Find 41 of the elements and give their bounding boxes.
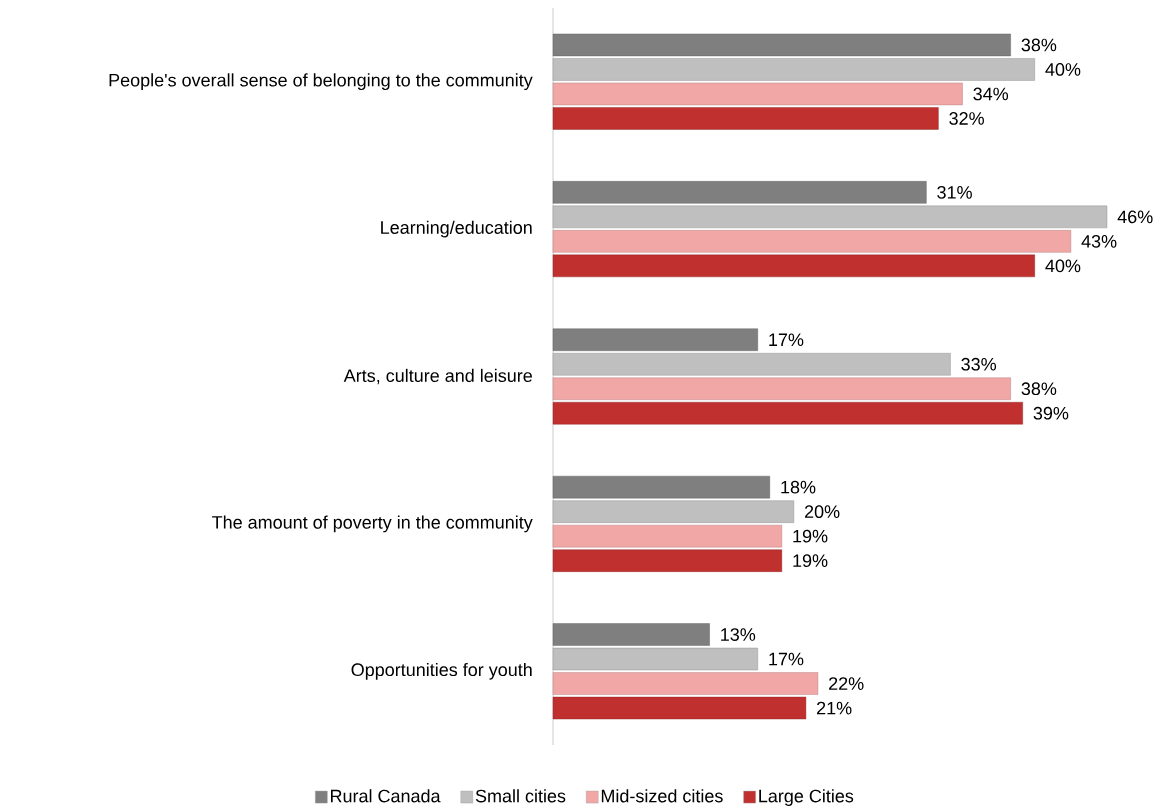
data-label: 39% (1033, 406, 1069, 420)
data-label: 38% (1021, 38, 1057, 52)
data-label: 40% (1045, 259, 1081, 273)
data-label: 32% (949, 112, 984, 125)
legend-label: Small cities (475, 789, 566, 803)
legend-label: Mid-sized cities (601, 789, 723, 803)
data-label: 43% (1081, 234, 1117, 248)
y-tick-label: Learning/education (381, 220, 532, 238)
bar (552, 402, 1023, 425)
data-label: 20% (804, 505, 840, 519)
data-label: 31% (937, 185, 972, 199)
y-tick-label: The amount of poverty in the community (212, 515, 533, 533)
bar (552, 328, 758, 351)
bar (552, 353, 951, 376)
data-label: 19% (793, 554, 828, 568)
bar (552, 672, 819, 695)
data-label: 46% (1117, 210, 1153, 224)
bar (552, 696, 807, 720)
bar (552, 230, 1072, 253)
y-tick-label: Opportunities for youth (351, 662, 532, 680)
bar (552, 524, 783, 548)
data-label: 38% (1021, 382, 1057, 396)
y-tick-label: People's overall sense of belonging to the community (109, 73, 533, 91)
data-label: 22% (829, 677, 864, 690)
data-label: 21% (817, 701, 852, 715)
data-label: 33% (961, 357, 997, 371)
legend-label: Large Cities (759, 789, 854, 806)
data-label: 19% (793, 529, 828, 543)
bar (552, 254, 1035, 278)
data-label: 17% (769, 652, 804, 666)
data-label: 40% (1045, 63, 1081, 76)
data-label: 13% (721, 628, 756, 641)
legend-label: Rural Canada (331, 789, 441, 803)
bar (552, 107, 939, 130)
data-label: 34% (973, 87, 1009, 101)
bar (552, 549, 783, 572)
data-label: 17% (769, 333, 804, 347)
bar (552, 82, 963, 106)
bar (552, 377, 1011, 400)
data-label: 18% (781, 480, 816, 494)
y-tick-label: Arts, culture and leisure (343, 368, 532, 385)
